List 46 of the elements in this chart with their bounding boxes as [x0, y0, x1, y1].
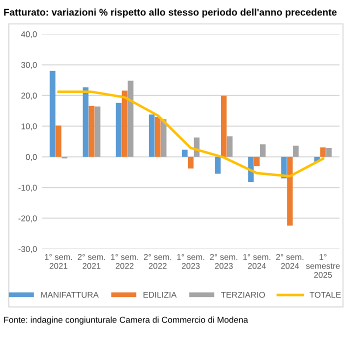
bar — [260, 144, 266, 157]
legend-label: TERZIARIO — [221, 292, 265, 298]
bar — [116, 102, 122, 157]
bar — [220, 96, 227, 157]
y-tick-label: 0,0 — [26, 154, 37, 161]
bar — [82, 87, 88, 157]
x-tick-label: 1° sem. 2022 — [111, 254, 138, 269]
bar — [188, 156, 194, 169]
x-tick-label: 1° semestre 2025 — [306, 254, 340, 278]
bar — [160, 119, 166, 157]
legend-label: EDILIZIA — [144, 292, 177, 298]
bar — [122, 90, 128, 157]
y-tick-label: 40,0 — [21, 31, 37, 38]
bar — [154, 116, 161, 157]
x-tick-label: 1° sem. 2024 — [243, 254, 270, 269]
bar — [254, 156, 260, 166]
y-tick-label: -10,0 — [18, 184, 37, 192]
line-series — [57, 90, 324, 178]
x-tick-label: 1° sem. 2021 — [44, 254, 72, 269]
bar — [50, 70, 56, 157]
bar — [287, 156, 293, 226]
bar — [88, 106, 94, 157]
bar — [148, 114, 155, 157]
source-note: Fonte: indagine congiunturale Camera di Commercio di Modena — [4, 316, 248, 325]
y-tick-label: 10,0 — [22, 123, 37, 130]
bar — [182, 150, 188, 157]
bar — [226, 136, 233, 157]
x-tick-label: 2° sem. 2022 — [144, 254, 172, 269]
legend-label: TOTALE — [310, 292, 341, 298]
y-tick-label: 30,0 — [21, 62, 37, 69]
bar — [56, 126, 62, 157]
bar — [128, 80, 134, 157]
x-tick-label: 2° sem. 2021 — [78, 254, 105, 269]
chart-title: Fatturato: variazioni % rispetto allo stesso periodo dell'anno precedente — [4, 8, 337, 18]
bar — [94, 106, 100, 157]
bar — [215, 156, 221, 174]
y-tick-label: -30,0 — [18, 246, 37, 254]
legend-label: MANIFATTURA — [41, 292, 99, 298]
y-tick-label: 20,0 — [21, 92, 37, 100]
x-tick-label: 1° sem. 2023 — [177, 254, 204, 269]
x-tick-label: 2° sem. 2023 — [210, 254, 238, 269]
bar — [320, 147, 326, 157]
bar — [293, 146, 299, 157]
y-tick-label: -20,0 — [18, 215, 37, 222]
x-tick-label: 2° sem. 2024 — [276, 254, 304, 269]
bar — [326, 148, 332, 157]
